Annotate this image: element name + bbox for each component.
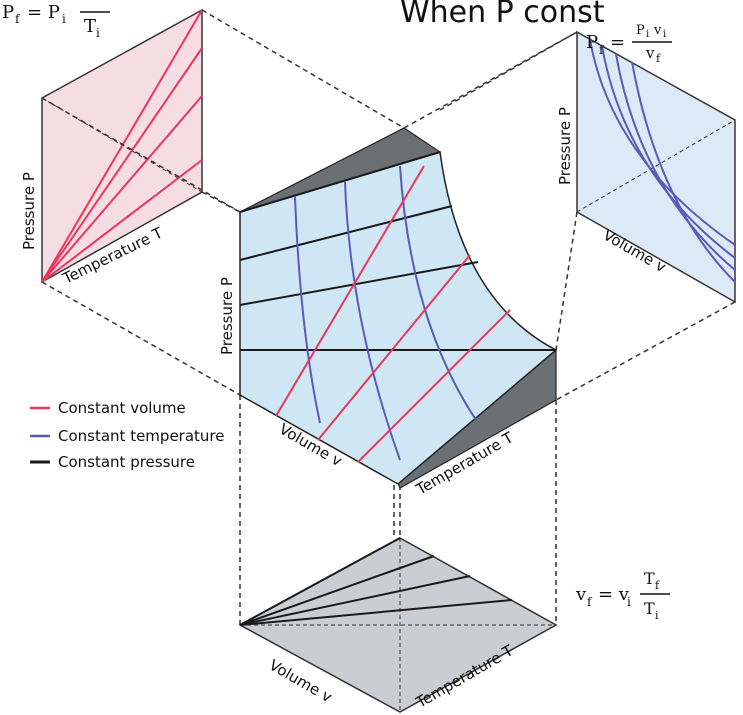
legend: Constant volume Constant temperature Con…	[30, 399, 225, 471]
vt-formula-lhs-sub: f	[587, 595, 593, 609]
isochore-line	[317, 254, 471, 441]
pvt-surface: Pressure P Volume v Temperature T	[218, 127, 558, 499]
vt-formula-num-sub: f	[655, 579, 660, 592]
pv-panel-diagonal	[576, 119, 736, 213]
vt-formula-lhs: v	[575, 584, 587, 605]
isotherm-line	[399, 165, 477, 421]
pv-formula-lhs: P	[586, 32, 598, 53]
isotherm-line	[344, 181, 401, 461]
vt-formula-eq: = v	[598, 584, 630, 605]
pv-formula-den-sub: f	[656, 52, 661, 65]
pv-isotherm-line	[601, 45, 736, 259]
pt-formula-lhs: P	[2, 2, 14, 23]
pt-formula-rhs-sub: i	[62, 12, 66, 26]
vt-formula-den: T	[644, 599, 655, 618]
pv-formula-eq: =	[610, 32, 625, 53]
isochore-line	[275, 165, 425, 417]
isobar-line	[239, 261, 479, 306]
surface-y-label: Pressure P	[218, 277, 236, 355]
vt-formula-den-sub: i	[655, 609, 659, 622]
pt-isochore-line	[41, 159, 203, 283]
isobar-line	[239, 151, 441, 213]
pt-formula-den-sub: i	[96, 26, 100, 40]
pt-formula-den: T	[84, 16, 96, 37]
pv-y-label: Pressure P	[556, 107, 574, 185]
pv-isotherm-line	[631, 61, 736, 283]
pv-isotherm-line	[589, 39, 736, 246]
isochore-group	[275, 165, 511, 463]
pt-isochore-line	[41, 47, 203, 283]
pt-isochore-line	[41, 95, 203, 283]
top-partial-text: When P const	[400, 0, 605, 30]
pv-formula-lhs-sub: f	[599, 43, 605, 57]
pv-formula-num: P	[636, 23, 645, 38]
pv-formula: P f = P i v i v f	[586, 23, 672, 65]
vt-isobar-line	[239, 555, 435, 626]
vt-isobar-line	[239, 599, 513, 626]
vt-formula: v f = v i T f T i	[575, 569, 670, 622]
pt-isochore-line	[41, 9, 203, 283]
isotherm-line	[294, 195, 321, 424]
vt-panel: Volume v Temperature T	[238, 537, 558, 713]
pv-formula-num-sub: i	[646, 29, 649, 40]
isobar-line	[239, 205, 453, 261]
pt-y-label: Pressure P	[20, 172, 38, 250]
legend-label-constant-volume: Constant volume	[58, 399, 186, 417]
pt-formula: P f = P i T i	[2, 2, 110, 40]
isobar-group	[239, 151, 556, 351]
projection-lines	[41, 9, 736, 625]
legend-label-constant-pressure: Constant pressure	[58, 453, 195, 471]
pt-formula-lhs-sub: f	[15, 12, 21, 26]
legend-label-constant-temperature: Constant temperature	[58, 427, 225, 445]
vt-isobar-line	[239, 537, 401, 626]
pv-panel: Pressure P Volume v	[556, 30, 736, 304]
pv-formula-num2: v	[653, 23, 662, 38]
isochore-line	[357, 309, 511, 463]
pv-formula-num2-sub: i	[663, 29, 666, 40]
pt-formula-eq: = P	[27, 2, 60, 23]
isotherm-group	[294, 165, 477, 461]
vt-formula-num: T	[644, 569, 655, 588]
pv-isotherm-line	[615, 53, 736, 271]
pv-formula-den: v	[645, 44, 655, 62]
pt-panel: Pressure P Temperature T	[20, 8, 203, 288]
vt-formula-rhs-sub: i	[627, 595, 631, 609]
vt-isobar-line	[239, 575, 471, 626]
